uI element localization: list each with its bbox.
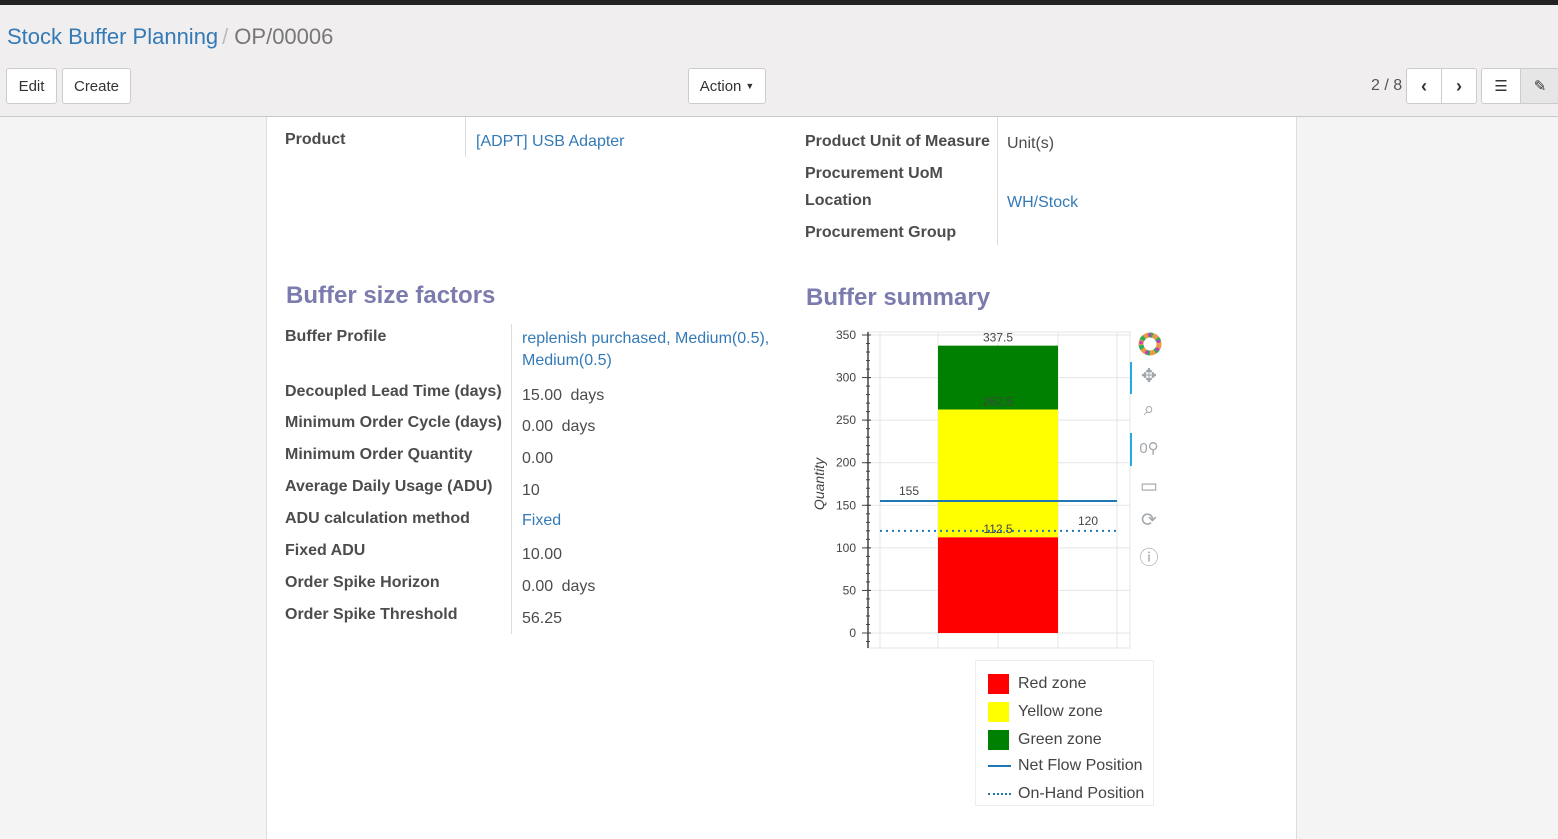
top-navbar xyxy=(0,0,1558,5)
reset-icon[interactable]: ⟳ xyxy=(1141,510,1157,531)
factor-unit: days xyxy=(561,418,596,435)
y-tick-label: 100 xyxy=(836,541,856,555)
y-tick-label: 350 xyxy=(836,328,856,342)
factor-label: Buffer Profile xyxy=(285,328,387,345)
factor-value: 10.00 xyxy=(522,546,563,563)
factor-value: 0.00 xyxy=(522,450,554,467)
bar-label: 112.5 xyxy=(983,522,1012,536)
factor-value: 0.00 days xyxy=(522,578,596,595)
factor-unit: days xyxy=(570,387,605,404)
y-tick-label: 300 xyxy=(836,371,856,385)
chevron-left-icon: ‹ xyxy=(1421,75,1427,96)
location-link[interactable]: WH/Stock xyxy=(1007,194,1079,211)
bar-yellow-zone xyxy=(938,409,1058,538)
pan-icon[interactable]: ✥ xyxy=(1141,366,1157,387)
procurement-uom-label: Procurement UoM xyxy=(805,165,943,182)
action-label: Action xyxy=(699,77,742,95)
factor-value: 10 xyxy=(522,482,540,499)
factor-label: Minimum Order Quantity xyxy=(285,446,473,463)
list-icon: ☰ xyxy=(1494,78,1508,95)
legend-item-yellow-zone: Yellow zone xyxy=(988,702,1103,722)
factor-label: Fixed ADU xyxy=(285,542,366,559)
pager-value: 2 / 8 xyxy=(1371,77,1403,94)
y-tick-label: 250 xyxy=(836,413,856,427)
list-view-button[interactable]: ☰ xyxy=(1481,68,1521,104)
factor-value[interactable]: replenish purchased, Medium(0.5), Medium… xyxy=(522,330,770,369)
product-label: Product xyxy=(285,131,346,148)
breadcrumb-parent-link[interactable]: Stock Buffer Planning xyxy=(7,24,219,49)
pager-next-button[interactable]: › xyxy=(1441,68,1477,104)
factor-value: 56.25 xyxy=(522,610,563,627)
breadcrumb-current: OP/00006 xyxy=(234,24,334,49)
uom-value: Unit(s) xyxy=(1007,135,1055,152)
bar-red-zone xyxy=(938,537,1058,633)
caret-down-icon: ▼ xyxy=(745,81,755,91)
bar-label: 262.5 xyxy=(983,395,1013,409)
help-icon[interactable]: ⓘ xyxy=(1139,548,1159,569)
form-view-button[interactable]: ✎ xyxy=(1520,68,1558,104)
factor-unit: days xyxy=(561,578,596,595)
legend-item-red-zone: Red zone xyxy=(988,674,1087,694)
factor-label: Order Spike Threshold xyxy=(285,606,458,623)
box-zoom-icon[interactable]: ⌕ xyxy=(1143,399,1155,420)
product-link[interactable]: [ADPT] USB Adapter xyxy=(476,133,625,150)
factor-label: Order Spike Horizon xyxy=(285,574,440,591)
chart-legend: Red zone Yellow zone Green zone Net Flow… xyxy=(975,660,1154,806)
y-tick-label: 50 xyxy=(843,583,857,597)
legend-item-net-flow: Net Flow Position xyxy=(988,757,1143,775)
y-axis-label: Quantity xyxy=(811,457,827,510)
factor-label: Average Daily Usage (ADU) xyxy=(285,478,493,495)
wheel-zoom-icon[interactable]: 0⚲ xyxy=(1139,440,1159,457)
bokeh-logo-icon[interactable] xyxy=(1138,332,1162,356)
breadcrumb: Stock Buffer Planning / OP/00006 xyxy=(7,24,334,49)
line-label: 120 xyxy=(1078,514,1098,528)
line-label: 155 xyxy=(899,484,919,498)
bar-label: 337.5 xyxy=(983,331,1013,345)
create-button[interactable]: Create xyxy=(62,68,131,104)
factor-value[interactable]: Fixed xyxy=(522,512,562,529)
buffer-size-factors-title: Buffer size factors xyxy=(286,282,496,309)
y-tick-label: 150 xyxy=(836,498,856,512)
control-panel: Stock Buffer Planning / OP/00006 Edit Crea… xyxy=(0,5,1558,117)
pager-previous-button[interactable]: ‹ xyxy=(1406,68,1442,104)
edit-form-icon: ✎ xyxy=(1533,78,1547,95)
legend-item-green-zone: Green zone xyxy=(988,730,1102,750)
buffer-summary-title: Buffer summary xyxy=(806,284,991,311)
save-icon[interactable]: ▭ xyxy=(1140,476,1158,497)
y-tick-label: 200 xyxy=(836,456,856,470)
action-dropdown[interactable]: Action ▼ xyxy=(688,68,766,104)
buffer-chart: 0 50 100 150 200 250 300 350 Quantity 112.5 262.5 3… xyxy=(811,328,1131,649)
factor-label: ADU calculation method xyxy=(285,510,470,527)
factor-label: Minimum Order Cycle (days) xyxy=(285,414,502,431)
legend-item-on-hand: On-Hand Position xyxy=(988,785,1144,803)
factor-value: 0.00 days xyxy=(522,418,596,435)
edit-button[interactable]: Edit xyxy=(6,68,57,104)
location-label: Location xyxy=(805,192,872,209)
bar-green-zone xyxy=(938,345,1058,410)
factor-label: Decoupled Lead Time (days) xyxy=(285,383,502,400)
chevron-right-icon: › xyxy=(1456,75,1462,96)
procurement-group-label: Procurement Group xyxy=(805,224,957,241)
y-tick-label: 0 xyxy=(849,626,856,640)
factor-value: 15.00 days xyxy=(522,387,605,404)
uom-label: Product Unit of Measure xyxy=(805,133,990,150)
